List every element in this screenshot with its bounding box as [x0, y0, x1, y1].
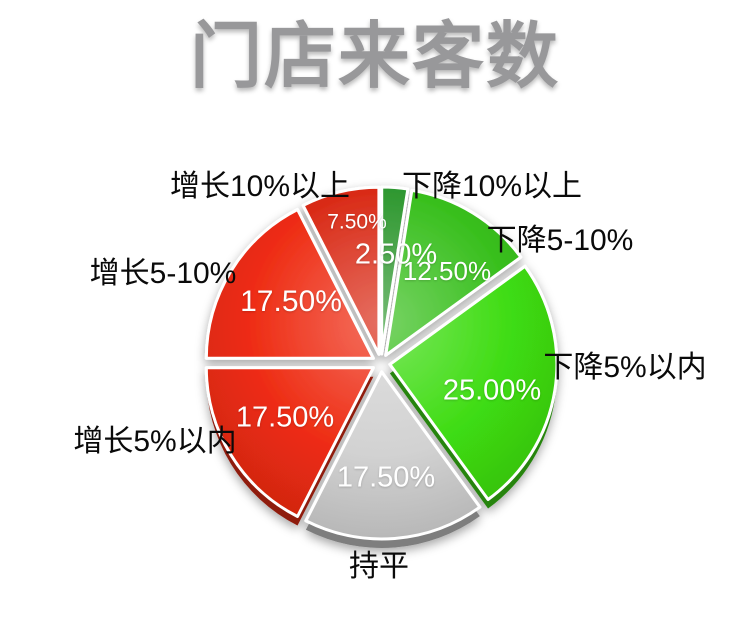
pie-slice — [304, 370, 482, 541]
pie-slice — [388, 264, 559, 502]
pie-slice — [301, 185, 381, 356]
pie-slice — [204, 208, 375, 360]
chart-title: 门店来客数 — [189, 17, 560, 97]
pie-slice — [380, 185, 410, 356]
pie-slice — [204, 366, 375, 518]
pie-slice — [384, 188, 523, 357]
